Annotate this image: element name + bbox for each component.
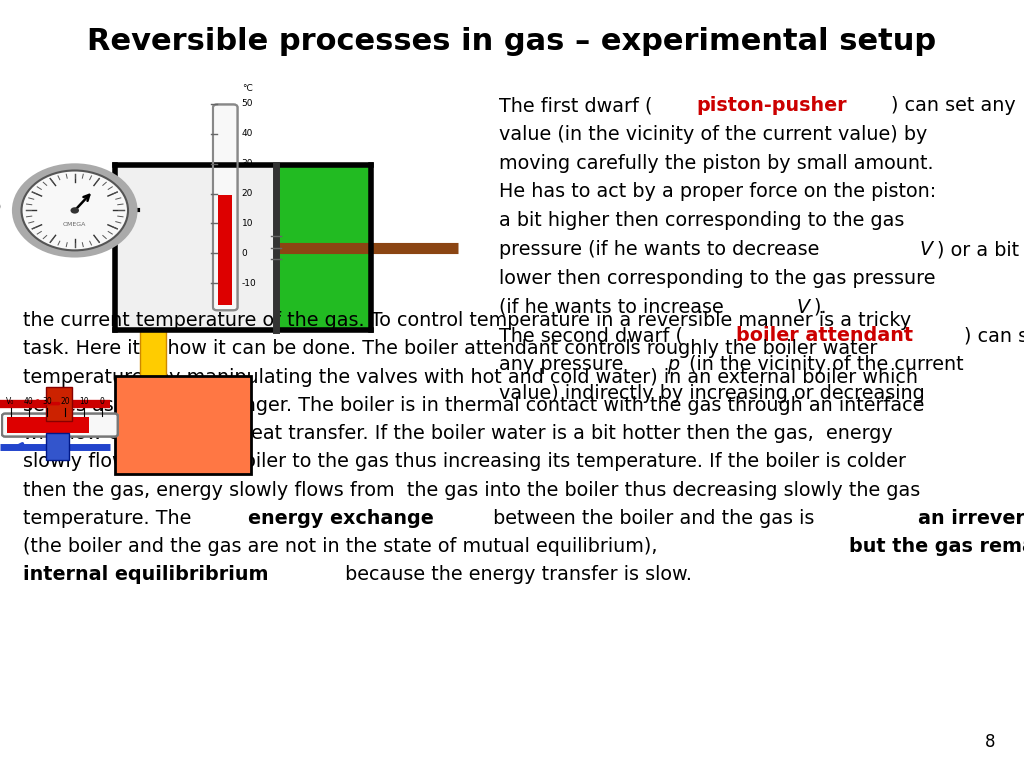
Text: V: V	[920, 240, 933, 259]
Text: piston-pusher: piston-pusher	[696, 96, 847, 115]
Text: but the gas remains in: but the gas remains in	[849, 537, 1024, 556]
Text: moving carefully the piston by small amount.: moving carefully the piston by small amo…	[499, 154, 933, 173]
Text: the current temperature of the gas. To control temperature in a reversible manne: the current temperature of the gas. To c…	[23, 311, 910, 330]
Bar	[218, 195, 232, 305]
Bar	[140, 330, 166, 376]
Text: boiler attendant: boiler attendant	[736, 326, 913, 346]
Text: because the energy transfer is slow.: because the energy transfer is slow.	[339, 565, 692, 584]
Text: then the gas, energy slowly flows from  the gas into the boiler thus decreasing : then the gas, energy slowly flows from t…	[23, 481, 920, 500]
Text: Reversible processes in gas – experimental setup: Reversible processes in gas – experiment…	[87, 27, 937, 56]
Text: V: V	[797, 297, 810, 316]
Text: internal equilibribrium: internal equilibribrium	[23, 565, 268, 584]
Bar	[115, 165, 276, 330]
FancyBboxPatch shape	[213, 104, 238, 310]
Text: 30: 30	[42, 397, 52, 406]
Text: serves as a heat exchanger. The boiler is in thermal contact with the gas throug: serves as a heat exchanger. The boiler i…	[23, 396, 924, 415]
Text: slowly flows from the boiler to the gas thus increasing its temperature. If the : slowly flows from the boiler to the gas …	[23, 452, 905, 472]
Text: (the boiler and the gas are not in the state of mutual equilibrium),: (the boiler and the gas are not in the s…	[23, 537, 664, 556]
Circle shape	[71, 207, 79, 214]
Text: p: p	[667, 355, 679, 374]
Circle shape	[12, 164, 137, 257]
Bar	[115, 376, 251, 474]
Bar	[276, 165, 371, 330]
Text: °C: °C	[242, 84, 252, 93]
Bar	[7, 418, 89, 433]
Text: an irreversible process: an irreversible process	[918, 509, 1024, 528]
Text: V₀: V₀	[6, 397, 14, 406]
Text: task. Here it is how it can be done. The boiler attendant controls roughly the b: task. Here it is how it can be done. The…	[23, 339, 877, 359]
FancyBboxPatch shape	[46, 432, 69, 460]
Text: energy exchange: energy exchange	[248, 509, 433, 528]
Text: 50: 50	[242, 99, 253, 108]
Text: 30: 30	[242, 159, 253, 168]
Text: -10: -10	[242, 279, 256, 288]
Text: 0: 0	[99, 397, 104, 406]
Text: The first dwarf (: The first dwarf (	[499, 96, 652, 115]
Text: value) indirectly by increasing or decreasing: value) indirectly by increasing or decre…	[499, 384, 925, 403]
Text: with low coefficient of heat transfer. If the boiler water is a bit hotter then : with low coefficient of heat transfer. I…	[23, 424, 892, 443]
Text: $p$: $p$	[0, 200, 2, 220]
FancyBboxPatch shape	[2, 413, 118, 436]
Text: The second dwarf (: The second dwarf (	[499, 326, 683, 346]
Circle shape	[22, 170, 128, 250]
Text: ) can set any: ) can set any	[891, 96, 1022, 115]
Text: a bit higher then corresponding to the gas: a bit higher then corresponding to the g…	[499, 211, 904, 230]
Text: pressure (if he wants to decrease: pressure (if he wants to decrease	[499, 240, 825, 259]
FancyBboxPatch shape	[46, 387, 72, 421]
Text: 40: 40	[242, 129, 253, 138]
Text: (in the vicinity of the current: (in the vicinity of the current	[683, 355, 964, 374]
Text: 20: 20	[242, 189, 253, 198]
Text: 40: 40	[24, 397, 34, 406]
Text: 20: 20	[60, 397, 71, 406]
Text: between the boiler and the gas is: between the boiler and the gas is	[487, 509, 821, 528]
Text: any pressure: any pressure	[499, 355, 629, 374]
Text: temperature (by manipulating the valves with hot and cold water) in an external : temperature (by manipulating the valves …	[23, 368, 918, 386]
Text: ) can set: ) can set	[965, 326, 1024, 346]
Text: ).: ).	[813, 297, 827, 316]
Text: 0: 0	[242, 249, 248, 258]
Text: 8: 8	[985, 733, 995, 751]
Text: ) or a bit: ) or a bit	[937, 240, 1019, 259]
Text: OMEGA: OMEGA	[63, 222, 86, 227]
Text: (if he wants to increase: (if he wants to increase	[499, 297, 729, 316]
Text: 10: 10	[79, 397, 88, 406]
Text: 10: 10	[242, 219, 253, 228]
Text: temperature. The: temperature. The	[23, 509, 197, 528]
Text: He has to act by a proper force on the piston:: He has to act by a proper force on the p…	[499, 183, 936, 201]
Text: value (in the vicinity of the current value) by: value (in the vicinity of the current va…	[499, 124, 927, 144]
Text: lower then corresponding to the gas pressure: lower then corresponding to the gas pres…	[499, 269, 935, 288]
